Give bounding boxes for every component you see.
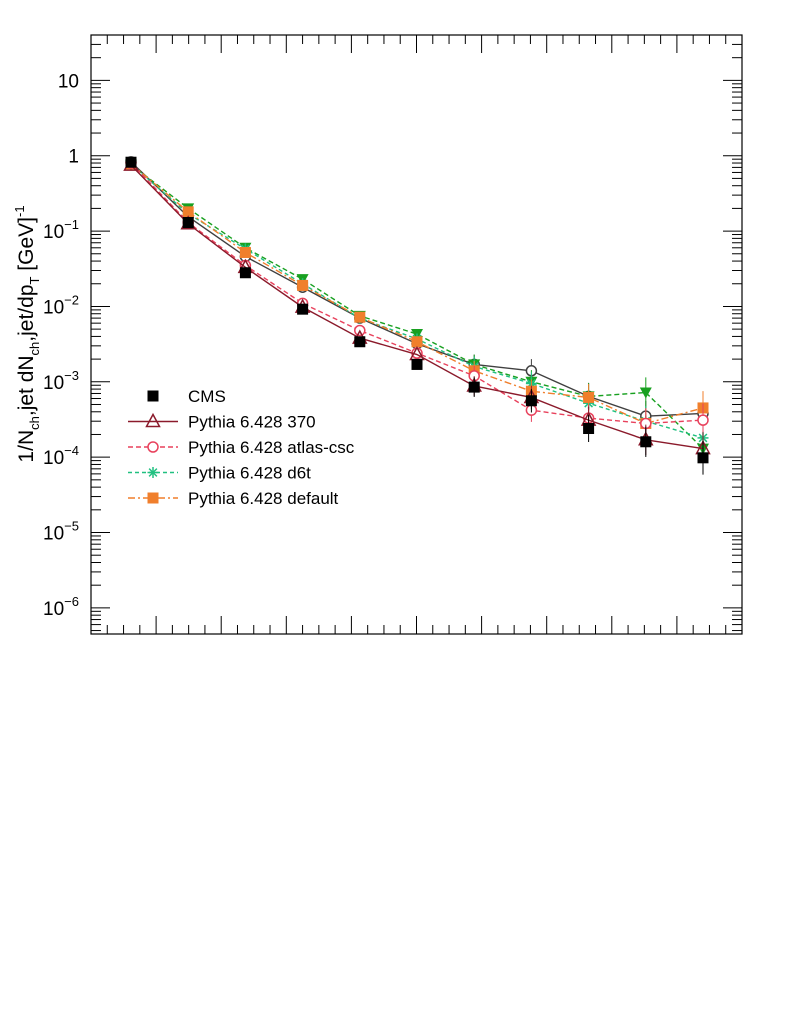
axis-ticks	[90, 34, 743, 634]
legend-label: CMS	[188, 387, 226, 406]
data-point	[640, 436, 652, 448]
series-line	[130, 164, 704, 450]
legend-item: CMS	[147, 387, 226, 406]
legend-item: Pythia 6.428 370	[128, 413, 316, 432]
series-3	[125, 158, 709, 455]
data-point	[411, 336, 423, 348]
y-tick-labels: 10 1 10−1 10−2 10−3 10−4 10−5 10−6	[43, 71, 79, 619]
series-line	[130, 164, 704, 450]
data-point	[297, 279, 309, 291]
legend-item: Pythia 6.428 default	[128, 489, 339, 508]
y-tick-label: 10−1	[43, 217, 79, 243]
data-point	[583, 391, 595, 403]
y-tick-label: 1	[68, 147, 79, 168]
legend-marker	[145, 412, 161, 428]
data-point	[639, 387, 652, 399]
legend-item: Pythia 6.428 d6t	[128, 464, 311, 483]
legend: CMS Pythia 6.428 370 Pythia 6.428 atlas-cs…	[128, 387, 355, 508]
data-point	[468, 381, 480, 393]
data-point	[354, 311, 366, 323]
legend-marker	[147, 441, 159, 453]
data-point	[125, 156, 137, 168]
series-line	[130, 161, 704, 417]
series-line	[130, 162, 704, 425]
y-axis-title: 1/Nch,jet dNch,jet/dpT [GeV]-1	[12, 205, 42, 462]
legend-marker	[147, 390, 159, 402]
legend-label: Pythia 6.428 atlas-csc	[188, 438, 355, 457]
legend-label: Pythia 6.428 370	[188, 413, 316, 432]
data-point	[583, 423, 595, 435]
legend-label: Pythia 6.428 d6t	[188, 464, 311, 483]
series-line	[130, 163, 704, 425]
y-tick-label: 10−2	[43, 292, 79, 318]
data-point	[182, 206, 194, 218]
data-point	[297, 303, 309, 315]
y-tick-label: 10−5	[43, 519, 79, 545]
y-tick-label: 10−3	[43, 368, 79, 394]
data-point	[239, 267, 251, 279]
y-tick-label: 10−6	[43, 594, 79, 620]
series-0	[125, 156, 709, 475]
data-point	[239, 246, 251, 258]
y-tick-label: 10−4	[43, 443, 79, 469]
legend-item: Pythia 6.428 atlas-csc	[128, 438, 355, 457]
data-point	[354, 336, 366, 348]
series-layer	[123, 156, 711, 475]
data-point	[411, 358, 423, 370]
data-point	[182, 216, 194, 228]
y-tick-label: 10	[58, 71, 79, 92]
legend-label: Pythia 6.428 default	[188, 489, 339, 508]
data-point	[525, 395, 537, 407]
data-point	[697, 414, 709, 426]
legend-marker	[147, 492, 159, 504]
data-point	[697, 452, 709, 464]
legend-marker	[147, 467, 159, 478]
